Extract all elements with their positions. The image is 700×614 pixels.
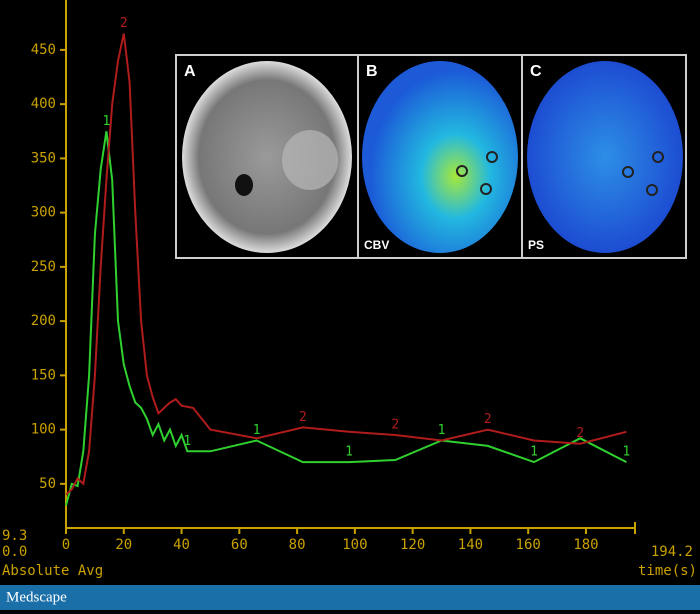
series-line bbox=[65, 33, 627, 496]
panel-letter: C bbox=[530, 63, 542, 80]
x-tick-label: 60 bbox=[231, 537, 248, 553]
footer-bar bbox=[0, 585, 700, 610]
y-tick-label: 50 bbox=[39, 476, 56, 492]
x-max-label: 194.2 bbox=[651, 544, 693, 560]
inset: A B C CBV PS bbox=[175, 54, 687, 259]
brain-image bbox=[182, 61, 352, 253]
series-line bbox=[65, 131, 627, 506]
roi bbox=[486, 151, 498, 163]
lesion bbox=[282, 130, 338, 190]
y-tick-label: 400 bbox=[31, 96, 56, 112]
x-tick-label: 160 bbox=[516, 537, 541, 553]
x-tick-label: 0 bbox=[62, 537, 70, 553]
x-tick-label: 20 bbox=[115, 537, 132, 553]
y-offset-label: 0.0 bbox=[2, 544, 27, 560]
roi bbox=[456, 165, 468, 177]
series-name-label: 1 bbox=[530, 445, 538, 460]
y-tick-label: 450 bbox=[31, 42, 56, 58]
x-tick-label: 120 bbox=[400, 537, 425, 553]
x-tick-label: 140 bbox=[458, 537, 483, 553]
series-name-label: 1 bbox=[183, 434, 191, 449]
footer-brand: Medscape bbox=[6, 589, 67, 605]
panel-letter: B bbox=[366, 63, 378, 80]
x-tick-label: 40 bbox=[173, 537, 190, 553]
series-name-label: 1 bbox=[345, 445, 353, 460]
y-tick-label: 300 bbox=[31, 205, 56, 221]
panel-letter: A bbox=[184, 63, 196, 80]
x-tick-label: 100 bbox=[342, 537, 367, 553]
roi bbox=[646, 184, 658, 196]
series-name-label: 2 bbox=[484, 412, 492, 427]
y-axis-label: Absolute Avg bbox=[2, 563, 103, 579]
x-tick-label: 180 bbox=[573, 537, 598, 553]
series-name-label: 1 bbox=[253, 423, 261, 438]
roi bbox=[480, 183, 492, 195]
series-name-label: 2 bbox=[391, 418, 399, 433]
panel-caption: CBV bbox=[364, 238, 389, 252]
roi bbox=[652, 151, 664, 163]
x-axis-label: time(s) bbox=[638, 563, 697, 579]
y-tick-label: 100 bbox=[31, 422, 56, 438]
ps-image bbox=[527, 61, 683, 253]
series-name-label: 2 bbox=[576, 426, 584, 441]
y-tick-label: 350 bbox=[31, 150, 56, 166]
y-tick-label: 150 bbox=[31, 367, 56, 383]
series-name-label: 1 bbox=[438, 423, 446, 438]
series-name-label: 2 bbox=[120, 16, 128, 31]
roi bbox=[622, 166, 634, 178]
series-name-label: 1 bbox=[103, 114, 111, 129]
y-min-label: 9.3 bbox=[2, 528, 27, 544]
x-tick-label: 80 bbox=[289, 537, 306, 553]
series-name-label: 1 bbox=[623, 445, 631, 460]
panel-caption: PS bbox=[528, 238, 544, 252]
cbv-image bbox=[362, 61, 518, 253]
y-tick-label: 200 bbox=[31, 313, 56, 329]
ventricle bbox=[235, 174, 253, 196]
series-name-label: 2 bbox=[299, 410, 307, 425]
y-tick-label: 250 bbox=[31, 259, 56, 275]
